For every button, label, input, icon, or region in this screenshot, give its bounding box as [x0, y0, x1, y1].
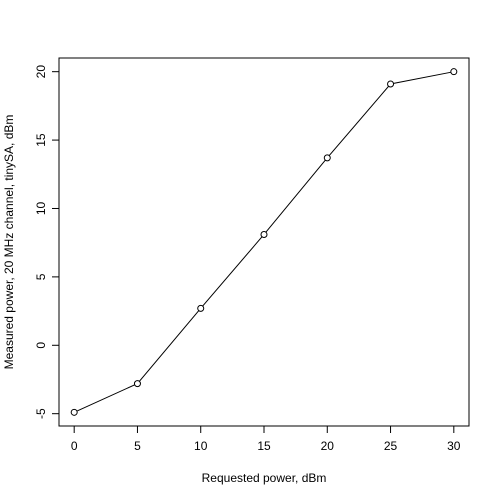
data-line: [73, 71, 454, 413]
x-axis-label: Requested power, dBm: [202, 471, 327, 485]
data-point: [323, 154, 331, 162]
y-tick-label: 10: [34, 201, 48, 215]
y-tick-label: 5: [34, 273, 48, 280]
y-tick-label: -5: [34, 408, 48, 419]
x-tick-label: 30: [447, 439, 461, 453]
data-point: [387, 80, 395, 88]
x-tick-label: 25: [384, 439, 398, 453]
x-tick-label: 10: [194, 439, 208, 453]
x-tick-label: 5: [134, 439, 141, 453]
data-point: [260, 230, 268, 238]
y-axis-label: Measured power, 20 MHz channel, tinySA, …: [2, 115, 16, 370]
data-point: [133, 380, 141, 388]
x-tick-label: 15: [257, 439, 271, 453]
y-tick-label: 15: [34, 133, 48, 147]
plot-box: [58, 57, 470, 427]
data-point: [197, 304, 205, 312]
y-tick-label: 20: [34, 65, 48, 79]
y-tick-label: 0: [34, 342, 48, 349]
data-point: [70, 408, 78, 416]
x-tick-label: 20: [321, 439, 335, 453]
x-tick-label: 0: [71, 439, 78, 453]
data-point: [450, 68, 458, 76]
